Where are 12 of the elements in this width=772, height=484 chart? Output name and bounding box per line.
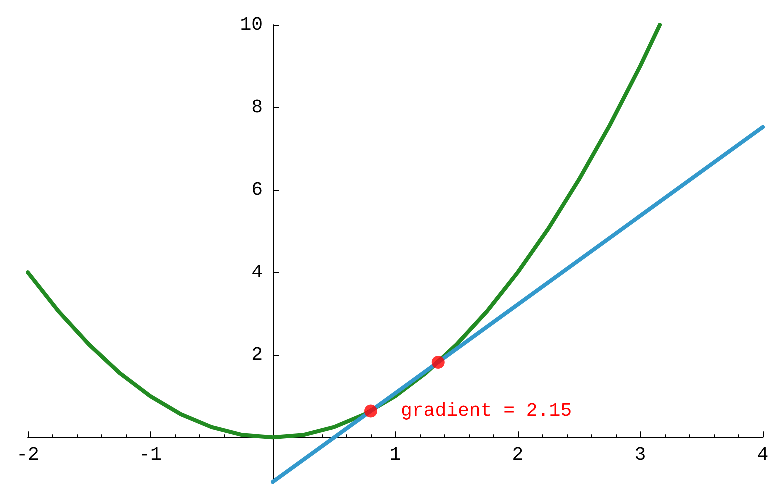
x-tick-label: -1 <box>139 444 162 466</box>
x-tick-label: 3 <box>634 444 646 466</box>
x-tick-label: 1 <box>390 444 402 466</box>
annotation: gradient = 2.15 <box>401 400 572 422</box>
y-tick-label: 10 <box>240 14 263 36</box>
x-tick-label: 4 <box>757 444 769 466</box>
x-tick-label: -2 <box>16 444 40 466</box>
y-tick-label: 8 <box>252 96 263 119</box>
y-tick-label: 2 <box>252 344 263 366</box>
y-tick-label: 6 <box>252 179 263 202</box>
x-tick-label: 2 <box>512 444 524 466</box>
y-tick-label: 4 <box>252 262 263 284</box>
